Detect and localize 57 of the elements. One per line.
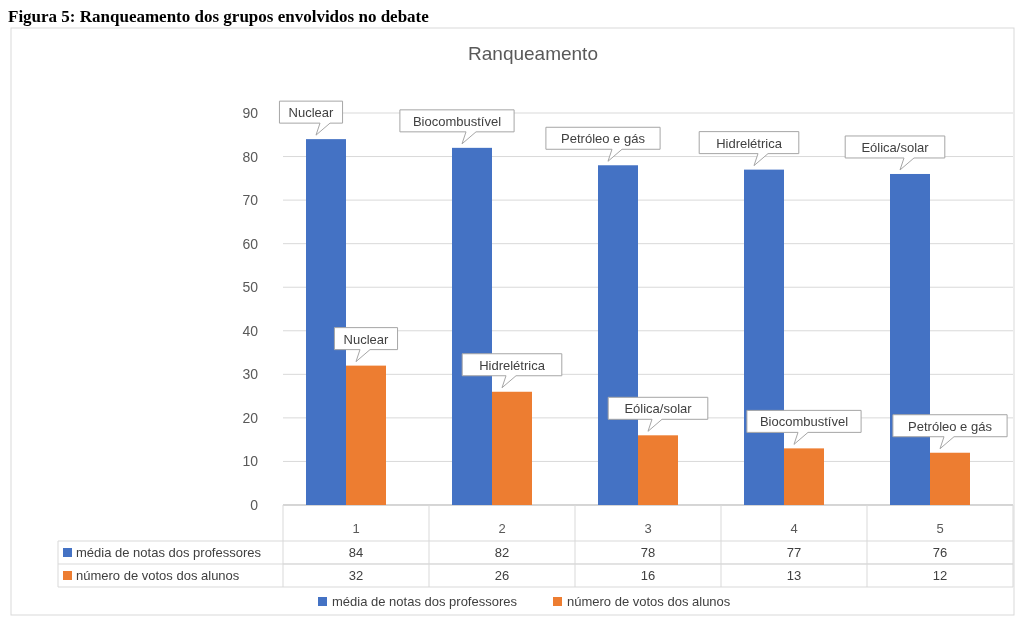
annotation: Nuclear bbox=[288, 105, 335, 121]
annotation: Petróleo e gás bbox=[561, 131, 646, 147]
x-tick-label: 5 bbox=[936, 521, 944, 536]
y-tick-label: 0 bbox=[250, 497, 259, 513]
bar bbox=[306, 139, 346, 505]
y-tick-label: 20 bbox=[242, 409, 259, 426]
y-tick-label: 10 bbox=[242, 453, 259, 470]
annotation: Biocombustível bbox=[412, 113, 502, 129]
data-label: 26 bbox=[494, 568, 510, 583]
text: número de votos dos alunos bbox=[76, 568, 240, 583]
annotation: Hidrelétrica bbox=[716, 135, 783, 151]
callout: Biocombustível bbox=[746, 409, 862, 445]
legend-label: média de notas dos professores bbox=[76, 545, 262, 560]
x-tick-label: 4 bbox=[790, 521, 798, 536]
callout: Petróleo e gás bbox=[892, 414, 1008, 450]
y-tick-label: 50 bbox=[242, 279, 259, 296]
callout: Eólica/solar bbox=[844, 135, 946, 171]
bar bbox=[638, 435, 678, 505]
y-tick-label: 70 bbox=[242, 192, 259, 209]
bar bbox=[784, 448, 824, 505]
data-label: 32 bbox=[348, 568, 364, 583]
callout: Hidrelétrica bbox=[461, 353, 563, 389]
data-label: 13 bbox=[786, 568, 802, 583]
legend-label: número de votos dos alunos bbox=[567, 594, 731, 609]
callout: Nuclear bbox=[333, 327, 399, 363]
chart-title: Figura 5: Ranqueamento dos grupos envolvidos no debate bbox=[8, 7, 430, 26]
x-tick-label: 2 bbox=[498, 521, 506, 536]
y-tick-label: 90 bbox=[242, 105, 259, 121]
annotation: Eólica/solar bbox=[624, 401, 693, 417]
data-label: 77 bbox=[786, 545, 802, 560]
bar bbox=[492, 391, 532, 505]
annotation: Petróleo e gás bbox=[908, 418, 993, 434]
y-tick-label: 30 bbox=[242, 366, 259, 383]
y-tick-label: 40 bbox=[242, 322, 259, 339]
bar bbox=[346, 365, 386, 505]
data-label: 12 bbox=[932, 568, 948, 583]
bar bbox=[930, 452, 970, 505]
callout: Petróleo e gás bbox=[545, 126, 661, 162]
y-tick-label: 80 bbox=[242, 148, 259, 165]
data-label: 82 bbox=[494, 545, 510, 560]
data-label: 16 bbox=[640, 568, 656, 583]
annotation: Biocombustível bbox=[759, 414, 849, 430]
annotation: Eólica/solar bbox=[861, 139, 930, 155]
x-tick-label: 3 bbox=[644, 521, 652, 536]
callout: Biocombustível bbox=[399, 109, 515, 145]
callout: Nuclear bbox=[278, 100, 344, 136]
x-tick-label: 1 bbox=[352, 521, 360, 536]
y-tick-label: 60 bbox=[242, 235, 259, 252]
text: média de notas dos professores bbox=[332, 594, 517, 609]
callout: Eólica/solar bbox=[607, 396, 709, 432]
data-label: 76 bbox=[932, 545, 948, 560]
data-label: 78 bbox=[640, 545, 656, 560]
callout: Hidrelétrica bbox=[698, 131, 800, 167]
chart-subtitle: Ranqueamento bbox=[468, 43, 598, 64]
annotation: Hidrelétrica bbox=[479, 357, 546, 373]
annotation: Nuclear bbox=[343, 331, 390, 347]
data-label: 84 bbox=[348, 545, 364, 560]
